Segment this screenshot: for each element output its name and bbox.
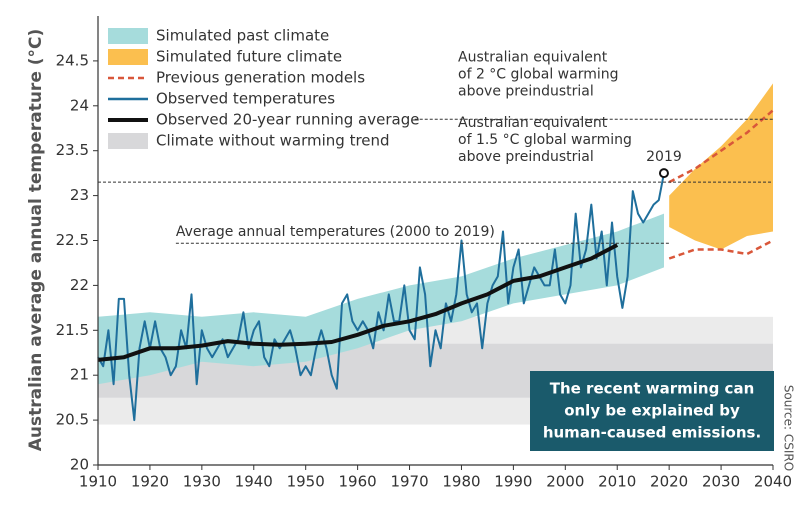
x-tick-label: 1990 xyxy=(494,473,532,491)
annotation: Australian equivalent xyxy=(458,115,608,131)
legend-label: Climate without warming trend xyxy=(156,132,390,150)
legend-label: Observed temperatures xyxy=(156,90,335,108)
point-label: 2019 xyxy=(646,149,682,165)
y-tick-label: 20 xyxy=(70,456,89,474)
callout-text: human-caused emissions. xyxy=(543,424,761,442)
y-tick-label: 22 xyxy=(70,276,89,294)
x-tick-label: 2030 xyxy=(702,473,740,491)
callout-text: only be explained by xyxy=(564,402,740,420)
source: Source: CSIRO xyxy=(782,385,796,471)
y-tick-label: 22.5 xyxy=(56,231,89,249)
x-tick-label: 2020 xyxy=(650,473,688,491)
legend-label: Simulated future climate xyxy=(156,48,342,66)
y-tick-label: 23 xyxy=(70,186,89,204)
y-axis-label: Australian average annual temperature (°… xyxy=(26,29,46,452)
x-tick-label: 1970 xyxy=(390,473,428,491)
y-tick-label: 24.5 xyxy=(56,51,89,69)
legend-label: Observed 20-year running average xyxy=(156,111,419,129)
x-tick-label: 2000 xyxy=(546,473,584,491)
series-line xyxy=(97,243,619,362)
model-line xyxy=(668,239,774,260)
callout-text: The recent warming can xyxy=(550,380,755,398)
x-tick-label: 2040 xyxy=(754,473,792,491)
point-marker xyxy=(658,168,669,179)
x-tick-label: 1920 xyxy=(131,473,169,491)
annotation: above preindustrial xyxy=(458,83,594,99)
x-tick-label: 2010 xyxy=(598,473,636,491)
annotation: Australian equivalent xyxy=(458,49,608,65)
annotation: of 2 °C global warming xyxy=(458,66,619,82)
legend-swatch xyxy=(108,133,148,149)
y-tick-label: 23.5 xyxy=(56,141,89,159)
y-tick-label: 21 xyxy=(70,366,89,384)
callout-box xyxy=(530,371,774,451)
legend-label: Previous generation models xyxy=(156,69,365,87)
model-line xyxy=(668,109,774,184)
x-tick-label: 1950 xyxy=(287,473,325,491)
legend-swatch xyxy=(108,28,148,44)
band xyxy=(669,83,773,250)
x-tick-label: 1930 xyxy=(183,473,221,491)
annotation: Average annual temperatures (2000 to 201… xyxy=(176,224,495,240)
y-tick-label: 21.5 xyxy=(56,321,89,339)
x-tick-label: 1980 xyxy=(442,473,480,491)
legend-label: Simulated past climate xyxy=(156,27,329,45)
x-tick-label: 1910 xyxy=(79,473,117,491)
annotation: of 1.5 °C global warming xyxy=(458,132,632,148)
series-line xyxy=(97,172,665,422)
x-tick-label: 1960 xyxy=(339,473,377,491)
y-tick-label: 24 xyxy=(70,96,89,114)
x-tick-label: 1940 xyxy=(235,473,273,491)
y-tick-label: 20.5 xyxy=(56,411,89,429)
legend-swatch xyxy=(108,49,148,65)
annotation: above preindustrial xyxy=(458,149,594,165)
